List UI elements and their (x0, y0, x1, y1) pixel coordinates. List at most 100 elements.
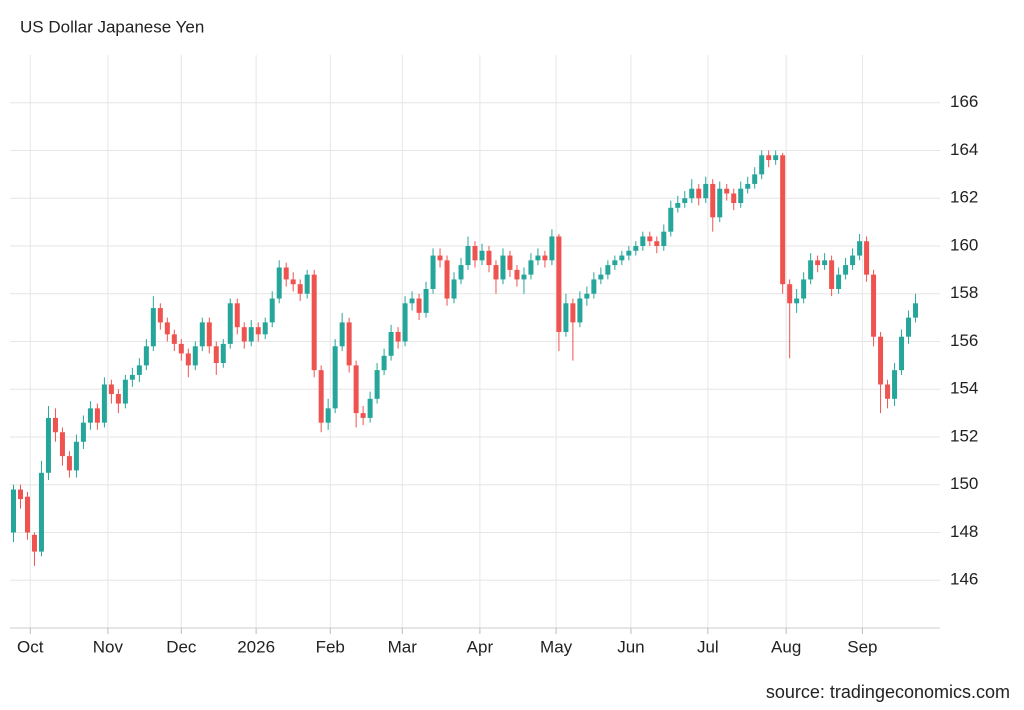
x-tick-label: Oct (17, 637, 44, 656)
candle-body (556, 236, 562, 332)
candle-body (486, 250, 492, 266)
candle-body (787, 284, 793, 304)
candle-body (402, 303, 408, 342)
candle-body (129, 374, 135, 380)
candle-body (822, 260, 828, 266)
candle-body (507, 255, 513, 270)
candle-body (430, 255, 436, 289)
candle-body (24, 496, 30, 533)
candle-body (850, 255, 856, 266)
candle-body (115, 394, 121, 404)
candle-body (395, 331, 401, 342)
x-tick-label: Apr (467, 637, 494, 656)
candle-body (409, 298, 415, 304)
candle-body (458, 265, 464, 280)
x-tick-label: Nov (93, 637, 124, 656)
candle-body (227, 303, 233, 344)
x-tick-label: Aug (771, 637, 801, 656)
candle-body (416, 298, 422, 313)
candle-body (465, 246, 471, 266)
candle-body (94, 408, 100, 423)
candle-body (444, 260, 450, 299)
candle-body (878, 336, 884, 385)
y-tick-label: 154 (950, 379, 978, 398)
y-tick-label: 156 (950, 331, 978, 350)
candle-body (591, 279, 597, 294)
candle-body (234, 303, 240, 328)
candle-body (780, 155, 786, 285)
y-tick-label: 150 (950, 474, 978, 493)
candle-body (423, 288, 429, 313)
chart-title: US Dollar Japanese Yen (20, 17, 204, 36)
candle-body (892, 370, 898, 399)
candle-body (682, 198, 688, 204)
candle-body (584, 293, 590, 299)
candle-body (101, 384, 107, 423)
candle-body (696, 188, 702, 199)
candle-body (178, 343, 184, 354)
source: source: tradingeconomics.com (766, 682, 1010, 702)
x-tick-label: Jun (617, 637, 644, 656)
candle-body (332, 346, 338, 409)
x-tick-label: Feb (316, 637, 345, 656)
candle-body (829, 260, 835, 289)
candle-body (668, 207, 674, 232)
candle-body (535, 255, 541, 261)
candle-body (339, 322, 345, 347)
candle-body (549, 236, 555, 261)
candle-body (255, 327, 261, 335)
candle-body (815, 260, 821, 266)
candle-body (73, 441, 79, 471)
candle-body (360, 413, 366, 418)
candle-body (297, 284, 303, 294)
y-tick-label: 166 (950, 92, 978, 111)
candle-body (570, 303, 576, 323)
y-tick-label: 152 (950, 426, 978, 445)
candle-body (836, 274, 842, 289)
candle-body (563, 303, 569, 332)
candle-body (710, 183, 716, 218)
candle-body (857, 241, 863, 256)
x-tick-label: Sep (847, 637, 877, 656)
candle-body (276, 267, 282, 299)
candle-body (577, 298, 583, 323)
candle-body (626, 250, 632, 256)
candle-body (87, 408, 93, 423)
candle-body (45, 417, 51, 473)
candle-body (31, 534, 37, 552)
candle-body (17, 489, 23, 500)
candle-body (766, 155, 772, 161)
candle-body (206, 322, 212, 347)
x-tick-label: Dec (166, 637, 197, 656)
x-tick-label: Jul (697, 637, 719, 656)
candle-body (640, 236, 646, 246)
candle-body (514, 269, 520, 280)
candle-body (346, 322, 352, 366)
candle-body (122, 379, 128, 404)
candle-body (472, 246, 478, 261)
y-tick-label: 146 (950, 570, 978, 589)
candle-body (38, 472, 44, 552)
candle-body (675, 203, 681, 208)
candle-body (528, 260, 534, 275)
y-tick-label: 158 (950, 283, 978, 302)
candle-body (619, 255, 625, 261)
candle-body (885, 384, 891, 399)
candle-body (633, 246, 639, 251)
candle-body (717, 188, 723, 218)
candle-body (388, 331, 394, 356)
candle-body (731, 193, 737, 204)
y-tick-label: 164 (950, 140, 978, 159)
candle-body (59, 432, 65, 457)
candle-body (325, 408, 331, 423)
candle-body (269, 298, 275, 323)
candle-body (199, 322, 205, 347)
candle-body (164, 322, 170, 335)
candle-body (304, 274, 310, 294)
y-tick-label: 162 (950, 188, 978, 207)
candle-body (906, 317, 912, 337)
candle-body (220, 343, 226, 363)
candle-body (612, 260, 618, 266)
x-tick-label: May (540, 637, 573, 656)
